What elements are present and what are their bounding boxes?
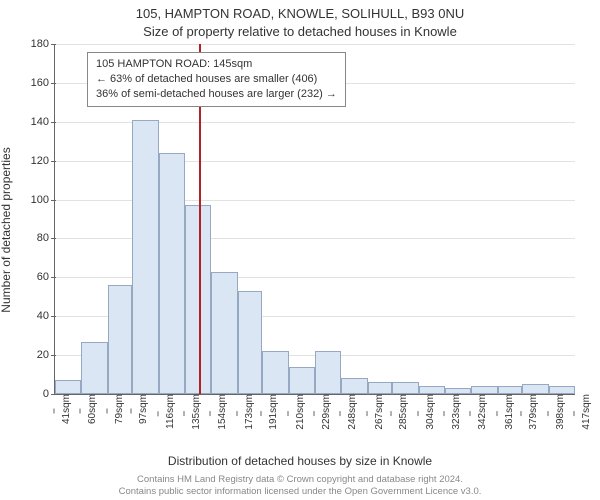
histogram-bar — [81, 342, 107, 395]
histogram-bar — [419, 386, 445, 394]
histogram-bar — [368, 382, 393, 394]
histogram-bar — [392, 382, 418, 394]
y-tick-label: 140 — [31, 116, 55, 128]
y-tick-label: 120 — [31, 155, 55, 167]
histogram-bar — [55, 380, 81, 394]
y-tick-label: 80 — [37, 232, 55, 244]
x-tick-label: 135sqm — [185, 394, 202, 430]
histogram-plot-area: 105 HAMPTON ROAD: 145sqm ← 63% of detach… — [54, 44, 575, 395]
x-tick-label: 267sqm — [368, 394, 385, 430]
chart-title-line2: Size of property relative to detached ho… — [0, 24, 600, 39]
y-tick-label: 100 — [31, 194, 55, 206]
histogram-bar — [315, 351, 341, 394]
x-tick-label: 304sqm — [419, 394, 436, 430]
histogram-bar — [289, 367, 315, 394]
histogram-bar — [211, 272, 237, 395]
histogram-bar — [471, 386, 497, 394]
x-tick-label: 116sqm — [159, 394, 176, 429]
x-tick-label: 398sqm — [549, 394, 566, 430]
gridline — [55, 44, 575, 45]
histogram-bar — [498, 386, 523, 394]
x-tick-label: 154sqm — [211, 394, 228, 430]
histogram-bar — [445, 388, 471, 394]
y-axis-label: Number of detached properties — [0, 147, 13, 312]
x-tick-label: 173sqm — [238, 394, 255, 430]
footer-line2: Contains public sector information licen… — [0, 486, 600, 498]
y-tick-label: 60 — [37, 271, 55, 283]
x-axis-label: Distribution of detached houses by size … — [0, 454, 600, 468]
annotation-line3: 36% of semi-detached houses are larger (… — [96, 87, 337, 102]
x-tick-label: 417sqm — [575, 394, 592, 430]
histogram-bar — [108, 285, 133, 394]
histogram-bar — [132, 120, 158, 394]
x-tick-label: 41sqm — [55, 394, 72, 424]
footer-attribution: Contains HM Land Registry data © Crown c… — [0, 474, 600, 498]
x-tick-label: 248sqm — [341, 394, 358, 430]
histogram-bar — [522, 384, 548, 394]
x-tick-label: 60sqm — [81, 394, 98, 424]
x-tick-label: 285sqm — [392, 394, 409, 430]
x-tick-label: 79sqm — [108, 394, 125, 424]
histogram-bar — [262, 351, 288, 394]
x-tick-label: 379sqm — [522, 394, 539, 430]
chart-title-line1: 105, HAMPTON ROAD, KNOWLE, SOLIHULL, B93… — [0, 6, 600, 21]
y-tick-label: 180 — [31, 38, 55, 50]
annotation-box: 105 HAMPTON ROAD: 145sqm ← 63% of detach… — [87, 52, 346, 107]
histogram-bar — [549, 386, 575, 394]
x-tick-label: 210sqm — [289, 394, 306, 430]
histogram-bar — [159, 153, 185, 394]
x-tick-label: 191sqm — [262, 394, 279, 430]
histogram-bar — [341, 378, 367, 394]
y-tick-label: 0 — [43, 388, 55, 400]
x-tick-label: 323sqm — [445, 394, 462, 430]
y-tick-label: 160 — [31, 77, 55, 89]
x-tick-label: 342sqm — [471, 394, 488, 430]
x-tick-label: 361sqm — [498, 394, 515, 430]
y-tick-label: 20 — [37, 349, 55, 361]
footer-line1: Contains HM Land Registry data © Crown c… — [0, 474, 600, 486]
x-tick-label: 97sqm — [132, 394, 149, 424]
annotation-line2: ← 63% of detached houses are smaller (40… — [96, 72, 337, 87]
y-tick-label: 40 — [37, 310, 55, 322]
histogram-bar — [238, 291, 263, 394]
annotation-line1: 105 HAMPTON ROAD: 145sqm — [96, 57, 337, 72]
x-tick-label: 229sqm — [315, 394, 332, 430]
